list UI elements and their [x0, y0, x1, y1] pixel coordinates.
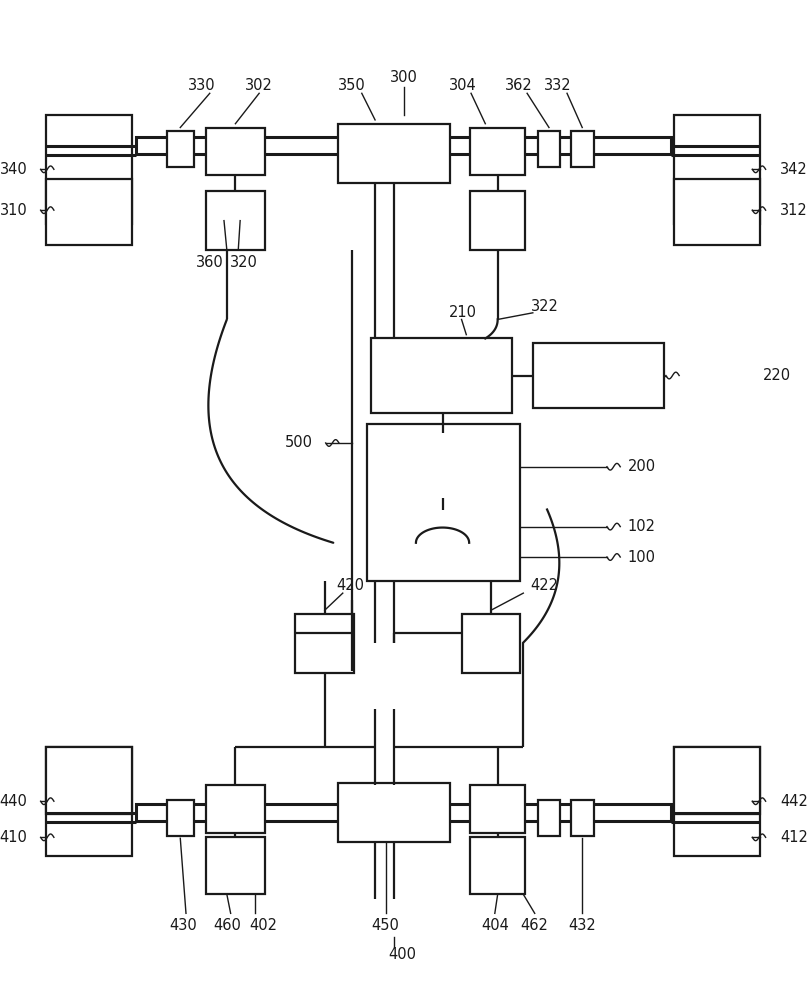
Text: 312: 312: [780, 203, 807, 218]
Bar: [46, 747, 132, 856]
Bar: [338, 124, 450, 183]
Text: 340: 340: [0, 162, 27, 177]
Text: 350: 350: [338, 78, 366, 93]
Bar: [571, 131, 594, 167]
Bar: [167, 800, 194, 836]
Text: 420: 420: [337, 578, 365, 593]
Bar: [470, 191, 525, 250]
Bar: [46, 747, 132, 814]
Bar: [46, 179, 132, 245]
Bar: [167, 131, 194, 167]
Text: 310: 310: [0, 203, 27, 218]
Bar: [206, 191, 265, 250]
Bar: [675, 747, 760, 814]
Text: 402: 402: [249, 918, 277, 933]
Text: 210: 210: [449, 305, 476, 320]
Bar: [371, 338, 512, 413]
Text: 362: 362: [504, 78, 533, 93]
Text: 460: 460: [213, 918, 240, 933]
Text: 450: 450: [371, 918, 399, 933]
Text: 200: 200: [628, 459, 656, 474]
Bar: [295, 614, 354, 673]
Text: 100: 100: [628, 550, 656, 565]
Bar: [338, 783, 450, 842]
Bar: [675, 115, 760, 224]
Text: 430: 430: [169, 918, 197, 933]
Bar: [675, 747, 760, 856]
Text: 462: 462: [521, 918, 549, 933]
Text: 432: 432: [568, 918, 596, 933]
Bar: [206, 837, 265, 894]
Text: 102: 102: [628, 519, 656, 534]
Bar: [206, 785, 265, 833]
Text: 342: 342: [780, 162, 807, 177]
Text: 304: 304: [449, 78, 476, 93]
Bar: [462, 614, 521, 673]
Text: 320: 320: [230, 255, 258, 270]
Text: 400: 400: [389, 947, 416, 962]
Bar: [206, 128, 265, 175]
Text: 220: 220: [763, 368, 791, 383]
Text: 412: 412: [780, 830, 807, 845]
Text: 330: 330: [188, 78, 216, 93]
Bar: [377, 510, 508, 568]
Bar: [533, 343, 664, 408]
Text: 500: 500: [284, 435, 312, 450]
Text: 442: 442: [780, 794, 807, 809]
Bar: [571, 800, 594, 836]
Text: 302: 302: [245, 78, 273, 93]
Bar: [470, 128, 525, 175]
Bar: [377, 433, 508, 498]
Text: 422: 422: [530, 578, 558, 593]
Bar: [537, 131, 560, 167]
Bar: [367, 424, 520, 581]
Bar: [675, 179, 760, 245]
Bar: [136, 137, 671, 154]
Text: 440: 440: [0, 794, 27, 809]
Bar: [537, 800, 560, 836]
Text: 404: 404: [481, 918, 508, 933]
Text: 410: 410: [0, 830, 27, 845]
Bar: [470, 837, 525, 894]
Bar: [470, 785, 525, 833]
Text: 332: 332: [544, 78, 571, 93]
Text: 322: 322: [531, 299, 559, 314]
Bar: [136, 804, 671, 821]
Text: 300: 300: [390, 70, 417, 85]
Bar: [46, 115, 132, 224]
Text: 360: 360: [196, 255, 224, 270]
